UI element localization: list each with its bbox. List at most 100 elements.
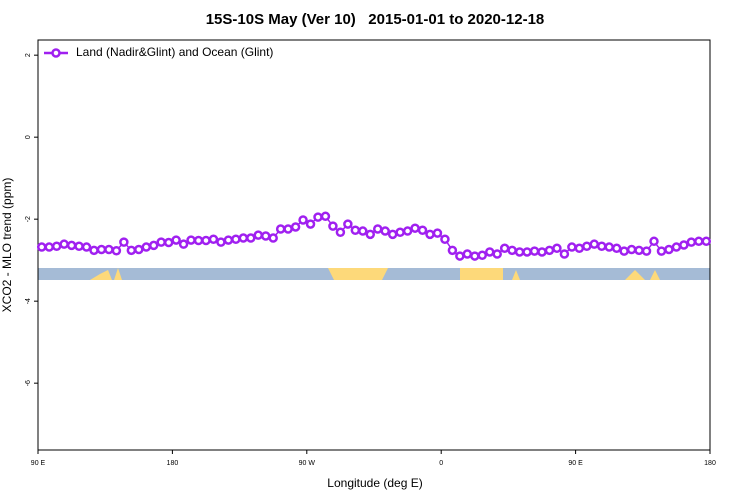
data-point [298, 215, 308, 225]
legend-marker [51, 48, 61, 58]
data-point [290, 222, 301, 232]
data-point [537, 247, 547, 257]
data-point [380, 226, 390, 236]
land-patch [328, 268, 388, 280]
data-point [402, 226, 413, 236]
data-point [372, 224, 383, 234]
data-point [74, 241, 84, 251]
data-point [694, 236, 704, 247]
x-tick-label: 90 E [31, 460, 46, 467]
data-point [447, 245, 458, 256]
data-point [492, 249, 502, 259]
data-point [36, 242, 47, 252]
data-point [119, 237, 129, 247]
data-point [484, 247, 495, 257]
data-point [59, 239, 69, 249]
data-point [559, 249, 570, 259]
y-tick-label: -6 [25, 380, 32, 386]
data-point [335, 227, 346, 238]
y-tick-label: -4 [25, 298, 32, 304]
data-point [283, 224, 293, 234]
data-point [664, 244, 674, 255]
data-point [604, 242, 614, 252]
data-point [619, 246, 629, 256]
data-point [611, 243, 622, 254]
chart-title: 15S-10S May (Ver 10) 2015-01-01 to 2020-… [206, 11, 545, 28]
data-point [552, 243, 562, 254]
data-point [462, 249, 473, 259]
data-point [350, 225, 361, 235]
legend-label: Land (Nadir&Glint) and Ocean (Glint) [76, 45, 273, 59]
data-point [365, 229, 376, 240]
data-point [410, 223, 420, 233]
data-point [582, 241, 592, 251]
data-point [193, 235, 204, 246]
data-point [596, 241, 607, 251]
data-point [44, 242, 54, 252]
data-point [201, 235, 211, 246]
data-point [529, 246, 540, 256]
data-point [567, 242, 577, 252]
land-patch [460, 268, 503, 280]
data-point [66, 240, 77, 251]
data-point [96, 244, 107, 255]
data-point [268, 233, 278, 243]
x-tick-label: 90 W [299, 460, 316, 467]
data-point [163, 237, 174, 248]
y-tick-label: 2 [25, 53, 32, 57]
data-point [440, 234, 450, 245]
data-point [328, 221, 338, 231]
data-point [387, 229, 398, 240]
data-point [186, 235, 196, 245]
data-point [507, 245, 517, 256]
data-point [514, 247, 525, 257]
data-point [238, 233, 249, 243]
data-point [246, 233, 256, 243]
data-point [231, 234, 241, 245]
data-point [253, 230, 264, 240]
x-tick-label: 90 E [568, 460, 583, 467]
data-point [395, 227, 405, 238]
data-point [51, 241, 62, 251]
data-point [111, 245, 122, 256]
data-point [455, 251, 465, 261]
data-point [148, 240, 159, 251]
data-point [686, 237, 697, 247]
data-point [425, 229, 435, 240]
data-point [522, 247, 532, 257]
surface-band [38, 268, 710, 280]
data-point [649, 236, 659, 247]
data-point [679, 240, 689, 250]
data-point [634, 245, 644, 256]
data-point [260, 231, 271, 241]
data-point [470, 251, 480, 261]
data-point [171, 235, 181, 245]
y-tick-label: -2 [25, 216, 32, 222]
land-patch [512, 270, 660, 280]
data-point [313, 212, 323, 222]
y-tick-label: 0 [25, 135, 32, 139]
data-point [104, 244, 114, 255]
data-point [417, 225, 428, 235]
data-point [641, 246, 652, 256]
data-point [477, 250, 488, 260]
x-tick-label: 0 [439, 460, 443, 467]
data-point [358, 226, 368, 236]
data-point [134, 244, 144, 255]
y-axis-label: XCO2 - MLO trend (ppm) [0, 178, 14, 313]
data-point [656, 246, 667, 256]
x-tick-label: 180 [704, 460, 716, 467]
data-point [126, 245, 137, 256]
data-point [499, 243, 510, 254]
data-point [432, 228, 443, 238]
data-point [626, 244, 637, 255]
data-point [178, 239, 189, 249]
data-point [305, 219, 316, 229]
data-point [156, 237, 166, 247]
data-point [216, 237, 226, 247]
data-point [701, 236, 712, 247]
data-point [320, 211, 331, 222]
data-point [141, 242, 152, 252]
data-point [589, 239, 600, 249]
